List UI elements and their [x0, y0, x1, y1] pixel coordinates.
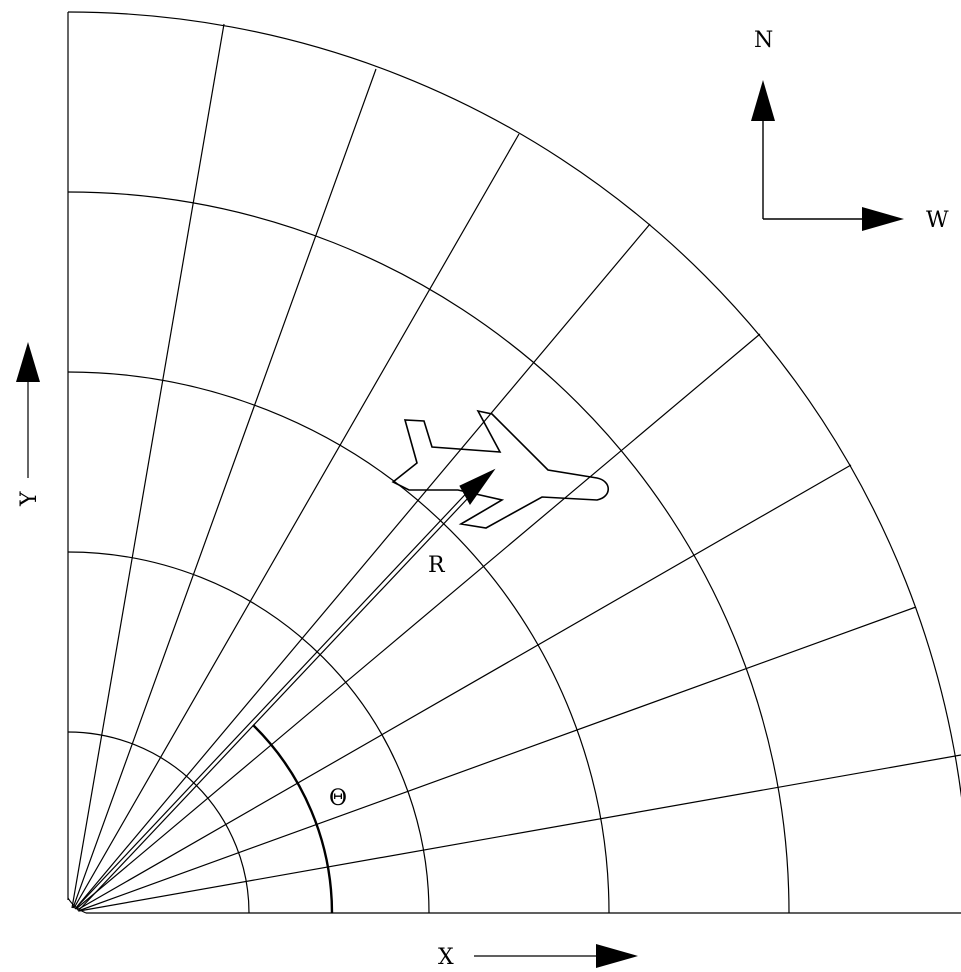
bearing-line [77, 606, 917, 912]
range-rings [67, 11, 961, 914]
range-label: R [428, 553, 446, 578]
bearing-line [78, 754, 961, 912]
range-vector-line [74, 482, 477, 910]
angle-label: Θ [329, 786, 347, 811]
range-vector-line-2 [79, 478, 487, 910]
compass-north-arrowhead [751, 80, 775, 121]
west-label: W [926, 208, 949, 233]
x-axis-label: X [438, 945, 454, 970]
bearing-line [74, 223, 651, 910]
bearing-lines [71, 23, 961, 912]
aircraft-heading-arrowhead [459, 468, 496, 505]
y-axis-label: Y [17, 491, 42, 507]
bearing-line [72, 68, 377, 909]
range-ring [67, 11, 961, 799]
bearing-line [71, 23, 225, 909]
compass-west-arrowhead [862, 207, 904, 231]
range-ring [67, 731, 250, 914]
x-indicator-arrowhead [596, 944, 638, 968]
range-ring [67, 371, 610, 914]
compass [762, 120, 862, 220]
north-label: N [754, 28, 773, 53]
bearing-line [75, 333, 761, 910]
y-indicator-arrowhead [16, 342, 40, 382]
origin-arc [67, 897, 87, 914]
bearing-line [73, 133, 520, 909]
range-ring [67, 191, 790, 914]
theta-arc [252, 724, 334, 914]
bearing-line [76, 464, 852, 911]
aircraft-outline [391, 409, 610, 529]
range-ring [67, 551, 430, 914]
